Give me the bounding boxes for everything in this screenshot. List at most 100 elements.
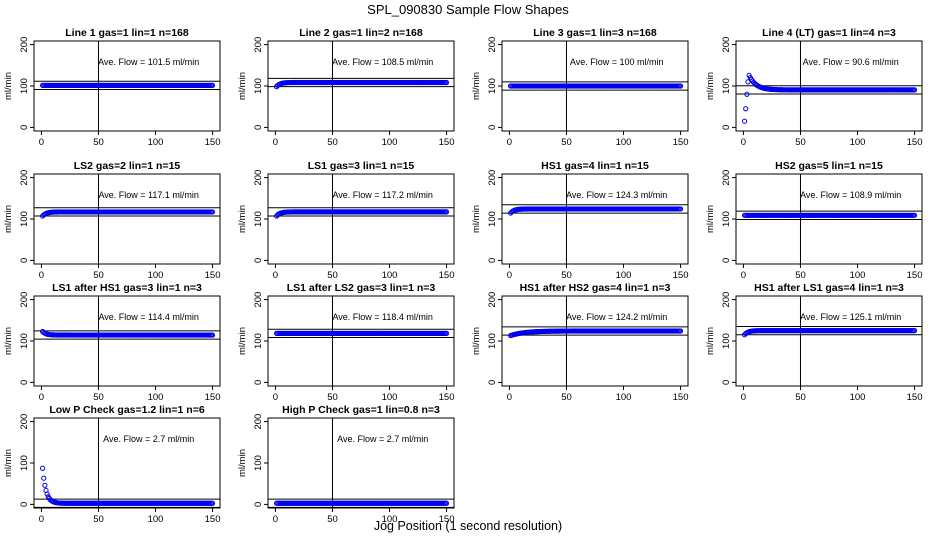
- y-axis-label: ml/min: [705, 327, 716, 355]
- ave-flow-label: Ave. Flow = 118.4 ml/min: [332, 312, 432, 322]
- data-point: [911, 87, 918, 93]
- plot-frame: [267, 417, 455, 509]
- ave-flow-label: Ave. Flow = 117.1 ml/min: [98, 190, 198, 200]
- y-axis-label: ml/min: [237, 205, 248, 233]
- y-axis-label: ml/min: [237, 449, 248, 477]
- y-tick-label: 200: [253, 37, 264, 53]
- ave-flow-label: Ave. Flow = 2.7 ml/min: [337, 434, 428, 444]
- y-tick-label: 200: [721, 170, 732, 186]
- y-axis-label: ml/min: [3, 327, 14, 355]
- data-point: [743, 106, 749, 112]
- ave-flow-label: Ave. Flow = 90.6 ml/min: [803, 57, 899, 67]
- ave-flow-label: Ave. Flow = 117.2 ml/min: [332, 190, 432, 200]
- data-point: [41, 475, 47, 481]
- panel-title: LS1 gas=3 lin=1 n=15: [308, 160, 415, 172]
- x-tick-label: 150: [907, 270, 923, 281]
- panel-title: Line 2 gas=1 lin=2 n=168: [299, 27, 423, 39]
- x-tick-label: 50: [561, 392, 572, 403]
- x-tick-label: 0: [39, 137, 44, 148]
- panel-10: LS1 after LS2 gas=3 lin=1 n=3 0 50 100 150 0 1…: [237, 282, 455, 403]
- x-tick-label: 100: [148, 270, 164, 281]
- x-tick-label: 150: [439, 514, 455, 525]
- ave-flow-label: Ave. Flow = 108.5 ml/min: [332, 57, 433, 67]
- x-tick-label: 150: [439, 270, 455, 281]
- y-tick-label: 100: [487, 211, 498, 227]
- plot-frame: [735, 295, 923, 387]
- panel-12: HS1 after LS1 gas=4 lin=1 n=3 0 50 100 150 0 1…: [705, 282, 923, 403]
- x-tick-label: 100: [850, 392, 866, 403]
- y-tick-label: 0: [487, 258, 498, 263]
- data-point: [443, 500, 450, 506]
- x-axis-title: Jog Position (1 second resolution): [373, 519, 563, 533]
- plot-frame: [267, 295, 455, 387]
- x-tick-label: 100: [382, 137, 398, 148]
- y-tick-label: 200: [253, 292, 264, 308]
- data-point: [443, 330, 450, 336]
- x-tick-label: 0: [507, 137, 512, 148]
- x-tick-label: 150: [673, 137, 689, 148]
- x-tick-label: 0: [273, 137, 278, 148]
- x-tick-label: 0: [507, 270, 512, 281]
- plot-frame: [501, 295, 689, 387]
- y-axis-label: ml/min: [471, 327, 482, 355]
- panel-title: LS1 after LS2 gas=3 lin=1 n=3: [287, 282, 436, 294]
- x-tick-label: 0: [39, 392, 44, 403]
- x-tick-label: 100: [616, 392, 632, 403]
- y-tick-label: 0: [19, 380, 30, 385]
- y-tick-label: 100: [721, 333, 732, 349]
- data-point: [744, 91, 750, 97]
- x-tick-label: 0: [741, 392, 746, 403]
- y-tick-label: 100: [19, 211, 30, 227]
- x-tick-label: 50: [327, 392, 338, 403]
- y-axis-label: ml/min: [237, 327, 248, 355]
- y-axis-label: ml/min: [471, 205, 482, 233]
- data-point: [39, 465, 46, 471]
- x-tick-label: 100: [850, 270, 866, 281]
- x-tick-label: 100: [382, 270, 398, 281]
- x-tick-label: 100: [148, 392, 164, 403]
- x-tick-label: 150: [439, 137, 455, 148]
- panel-14: High P Check gas=1 lin=0.8 n=3 0 50 100 150 0…: [237, 404, 455, 525]
- y-tick-label: 0: [721, 125, 732, 130]
- plot-frame: [267, 40, 455, 132]
- data-point: [209, 332, 216, 338]
- panel-title: HS2 gas=5 lin=1 n=15: [775, 160, 883, 172]
- panel-13: Low P Check gas=1.2 lin=1 n=6 0 50 100 150 0 1…: [3, 404, 221, 525]
- data-point: [209, 82, 216, 88]
- plot-frame: [33, 173, 221, 265]
- plot-frame: [33, 417, 221, 509]
- ave-flow-label: Ave. Flow = 124.3 ml/min: [566, 190, 667, 200]
- y-tick-label: 0: [253, 125, 264, 130]
- x-tick-label: 150: [205, 270, 221, 281]
- data-point: [443, 79, 450, 86]
- data-point: [677, 206, 684, 212]
- x-tick-label: 0: [273, 270, 278, 281]
- x-tick-label: 50: [93, 392, 104, 403]
- panel-2: Line 2 gas=1 lin=2 n=168 0 50 100 150 0 100 200…: [237, 27, 455, 148]
- y-tick-label: 0: [253, 258, 264, 263]
- y-tick-label: 100: [19, 455, 30, 471]
- plot-frame: [501, 173, 689, 265]
- x-tick-label: 50: [561, 270, 572, 281]
- y-tick-label: 200: [487, 292, 498, 308]
- x-tick-label: 0: [741, 137, 746, 148]
- x-tick-label: 50: [327, 270, 338, 281]
- panel-4: Line 4 (LT) gas=1 lin=4 n=3 0 50 100 150 0 100…: [705, 27, 923, 148]
- panel-7: HS1 gas=4 lin=1 n=15 0 50 100 150 0 100 200 ml/m…: [471, 160, 689, 281]
- y-tick-label: 0: [253, 380, 264, 385]
- x-tick-label: 100: [148, 514, 164, 525]
- x-tick-label: 150: [205, 137, 221, 148]
- x-tick-label: 0: [39, 270, 44, 281]
- y-tick-label: 200: [19, 292, 30, 308]
- y-tick-label: 0: [253, 502, 264, 507]
- y-tick-label: 200: [721, 37, 732, 53]
- y-tick-label: 100: [721, 211, 732, 227]
- x-tick-label: 100: [616, 270, 632, 281]
- x-tick-label: 150: [205, 514, 221, 525]
- y-tick-label: 200: [19, 170, 30, 186]
- x-tick-label: 50: [93, 137, 104, 148]
- y-tick-label: 200: [19, 37, 30, 53]
- panel-title: Low P Check gas=1.2 lin=1 n=6: [49, 404, 204, 416]
- x-tick-label: 50: [93, 514, 104, 525]
